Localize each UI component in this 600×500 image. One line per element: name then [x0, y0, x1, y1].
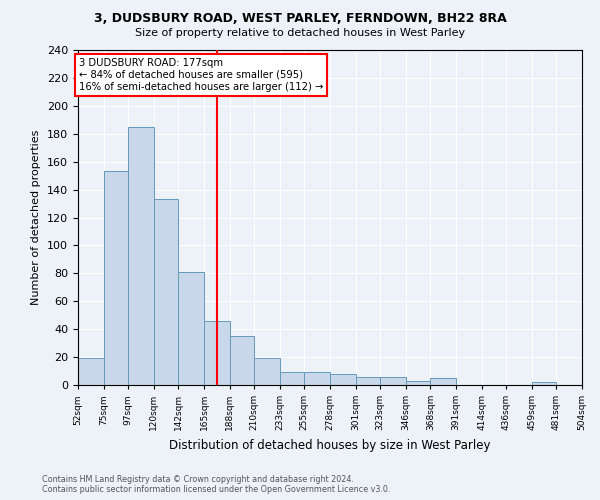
Bar — [532, 382, 556, 385]
Text: Size of property relative to detached houses in West Parley: Size of property relative to detached ho… — [135, 28, 465, 38]
Bar — [104, 172, 128, 385]
Bar — [304, 372, 330, 385]
Bar — [430, 378, 456, 385]
Bar — [230, 336, 254, 385]
Bar — [78, 358, 104, 385]
Y-axis label: Number of detached properties: Number of detached properties — [31, 130, 41, 305]
X-axis label: Distribution of detached houses by size in West Parley: Distribution of detached houses by size … — [169, 438, 491, 452]
Bar — [356, 376, 380, 385]
Text: Contains HM Land Registry data © Crown copyright and database right 2024.
Contai: Contains HM Land Registry data © Crown c… — [42, 474, 391, 494]
Bar — [330, 374, 356, 385]
Bar — [254, 358, 280, 385]
Text: 3 DUDSBURY ROAD: 177sqm
← 84% of detached houses are smaller (595)
16% of semi-d: 3 DUDSBURY ROAD: 177sqm ← 84% of detache… — [79, 58, 323, 92]
Bar — [204, 321, 230, 385]
Bar — [154, 200, 178, 385]
Bar — [380, 376, 406, 385]
Text: 3, DUDSBURY ROAD, WEST PARLEY, FERNDOWN, BH22 8RA: 3, DUDSBURY ROAD, WEST PARLEY, FERNDOWN,… — [94, 12, 506, 26]
Bar — [280, 372, 304, 385]
Bar — [406, 381, 430, 385]
Bar — [128, 127, 154, 385]
Bar — [178, 272, 204, 385]
